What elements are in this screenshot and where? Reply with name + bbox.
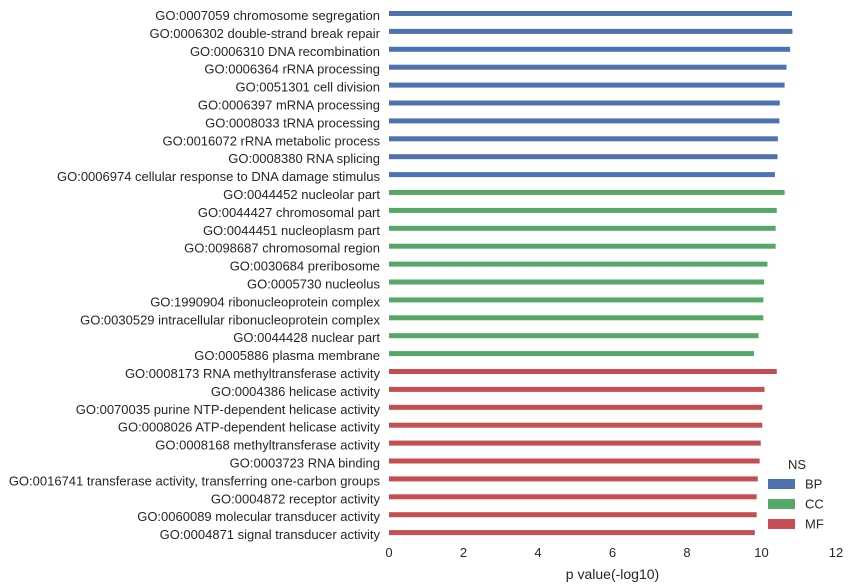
category-label: GO:0098687 chromosomal region [184, 241, 380, 256]
category-label: GO:0060089 molecular transducer activity [137, 509, 380, 524]
legend-title: NS [788, 457, 806, 472]
bars [389, 11, 793, 536]
bar-cc [389, 315, 764, 321]
category-label: GO:0051301 cell division [235, 80, 380, 95]
category-label: GO:0016072 rRNA metabolic process [163, 133, 381, 148]
bar-cc [389, 190, 785, 195]
category-label: GO:0003723 RNA binding [230, 456, 380, 471]
bar-cc [389, 351, 755, 357]
category-label: GO:1990904 ribonucleoprotein complex [150, 294, 380, 309]
bar-mf [389, 530, 755, 536]
category-label: GO:0006397 mRNA processing [198, 98, 380, 113]
bar-mf [389, 458, 760, 464]
x-axis-label: p value(-log10) [566, 566, 659, 582]
bar-bp [389, 64, 787, 70]
category-label: GO:0006974 cellular response to DNA dama… [57, 169, 381, 184]
category-label: GO:0008033 tRNA processing [205, 115, 380, 130]
bar-mf [389, 476, 758, 482]
bar-cc [389, 243, 776, 249]
category-label: GO:0004871 signal transducer activity [160, 527, 381, 542]
bar-cc [389, 225, 776, 231]
legend-swatch-mf [768, 519, 795, 529]
category-label: GO:0004872 receptor activity [211, 491, 381, 506]
bar-bp [389, 136, 778, 142]
category-label: GO:0005886 plasma membrane [194, 348, 380, 363]
category-label: GO:0016741 transferase activity, transfe… [9, 473, 381, 488]
category-label: GO:0008168 methyltransferase activity [155, 438, 380, 453]
category-label: GO:0070035 purine NTP-dependent helicase… [76, 402, 381, 417]
bar-cc [389, 297, 764, 303]
category-label: GO:0007059 chromosome segregation [155, 8, 380, 23]
x-tick-label: 0 [385, 545, 392, 560]
x-tick-label: 10 [754, 545, 768, 560]
bar-bp [389, 82, 785, 88]
bar-cc [389, 207, 777, 213]
bar-mf [389, 386, 765, 392]
legend-label-cc: CC [805, 497, 824, 512]
legend-label-mf: MF [805, 517, 824, 532]
category-label: GO:0044452 nucleolar part [223, 187, 380, 202]
bar-mf [389, 512, 757, 518]
x-tick-label: 2 [460, 545, 467, 560]
bar-mf [389, 422, 763, 428]
bar-mf [389, 369, 777, 374]
bar-mf [389, 494, 757, 500]
category-label: GO:0008380 RNA splicing [228, 151, 380, 166]
category-label: GO:0008026 ATP-dependent helicase activi… [118, 420, 381, 435]
category-label: GO:0004386 helicase activity [211, 384, 381, 399]
bar-bp [389, 100, 780, 106]
category-label: GO:0044427 chromosomal part [198, 205, 380, 220]
legend: NS BP CC MF [768, 457, 824, 532]
category-labels: GO:0007059 chromosome segregation GO:0006… [9, 8, 381, 542]
bar-cc [389, 279, 765, 285]
legend-label-bp: BP [805, 477, 822, 492]
bar-bp [389, 118, 780, 124]
category-label: GO:0030684 preribosome [230, 259, 380, 274]
bar-mf [389, 404, 763, 410]
bar-bp [389, 11, 793, 16]
x-tick-label: 4 [534, 545, 541, 560]
category-label: GO:0030529 intracellular ribonucleoprote… [80, 312, 380, 327]
category-label: GO:0044428 nuclear part [233, 330, 380, 345]
x-tick-label: 8 [683, 545, 690, 560]
category-label: GO:0006302 double-strand break repair [149, 26, 380, 41]
category-label: GO:0005730 nucleolus [247, 277, 380, 292]
bar-bp [389, 28, 793, 34]
category-label: GO:0044451 nucleoplasm part [203, 223, 380, 238]
x-tick-label: 6 [609, 545, 616, 560]
x-axis-ticks: 0 2 4 6 8 10 12 [385, 545, 843, 560]
bar-mf [389, 440, 761, 446]
category-label: GO:0006310 DNA recombination [190, 44, 380, 59]
legend-swatch-bp [768, 479, 795, 489]
bar-bp [389, 46, 791, 52]
x-tick-label: 12 [829, 545, 843, 560]
legend-swatch-cc [768, 499, 795, 509]
category-label: GO:0006364 rRNA processing [204, 62, 380, 77]
bar-cc [389, 261, 768, 267]
bar-cc [389, 333, 759, 339]
bar-bp [389, 154, 778, 160]
bar-bp [389, 172, 775, 178]
category-label: GO:0008173 RNA methyltransferase activit… [125, 366, 381, 381]
